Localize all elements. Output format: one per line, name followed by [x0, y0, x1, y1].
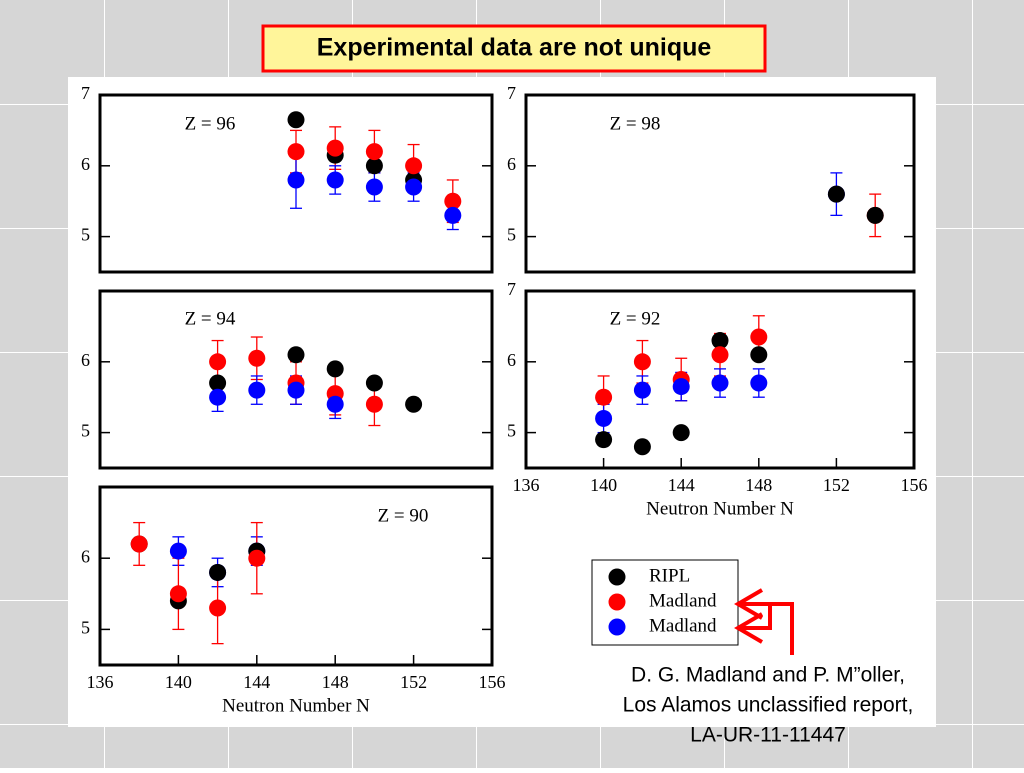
point	[130, 535, 148, 553]
point	[405, 178, 423, 196]
point	[326, 360, 344, 378]
plot-frame	[98, 289, 494, 470]
point	[326, 139, 344, 157]
citation: LA-UR-11-11447	[690, 724, 846, 747]
y-tick-label: 5	[507, 225, 516, 245]
x-tick-label: 156	[479, 672, 506, 692]
point	[287, 143, 305, 161]
point	[595, 431, 613, 449]
plot-frame	[98, 93, 494, 274]
x-tick-label: 144	[243, 672, 270, 692]
x-axis-label: Neutron Number N	[646, 498, 794, 519]
point	[365, 395, 383, 413]
plot-frame	[524, 93, 916, 274]
y-tick-label: 5	[507, 421, 516, 441]
point	[209, 599, 227, 617]
x-tick-label: 156	[901, 475, 928, 495]
point	[633, 438, 651, 456]
point	[750, 328, 768, 346]
point	[672, 378, 690, 396]
x-tick-label: 148	[745, 475, 772, 495]
y-tick-label: 6	[81, 546, 90, 566]
plot-frame	[524, 289, 916, 470]
arrows	[734, 588, 794, 655]
legend-label: Madland	[649, 615, 717, 636]
citation: Los Alamos unclassified report,	[623, 694, 914, 717]
point	[248, 349, 266, 367]
y-tick-label: 6	[507, 154, 516, 174]
y-tick-label: 7	[507, 83, 516, 103]
legend-label: Madland	[649, 590, 717, 611]
x-tick-label: 140	[590, 475, 617, 495]
x-tick-label: 136	[87, 672, 114, 692]
point	[248, 381, 266, 399]
legend-label: RIPL	[649, 565, 690, 586]
y-tick-label: 5	[81, 618, 90, 638]
figure-area	[68, 77, 936, 727]
panel-title: Z = 98	[610, 113, 661, 134]
x-tick-label: 140	[165, 672, 192, 692]
point	[595, 409, 613, 427]
y-tick-label: 6	[507, 350, 516, 370]
x-tick-label: 136	[513, 475, 540, 495]
y-tick-label: 5	[81, 421, 90, 441]
point	[209, 374, 227, 392]
legend-marker	[608, 618, 626, 636]
point	[750, 374, 768, 392]
point	[595, 388, 613, 406]
point	[711, 374, 729, 392]
y-tick-label: 6	[81, 154, 90, 174]
x-axis-label: Neutron Number N	[222, 695, 370, 716]
point	[209, 388, 227, 406]
point	[287, 171, 305, 189]
point	[169, 542, 187, 560]
point	[444, 206, 462, 224]
point	[750, 346, 768, 364]
point	[672, 424, 690, 442]
point	[169, 585, 187, 603]
point	[287, 346, 305, 364]
legend-marker	[608, 593, 626, 611]
y-tick-label: 5	[81, 225, 90, 245]
point	[365, 143, 383, 161]
panel-title: Z = 94	[185, 308, 236, 329]
point	[711, 332, 729, 350]
point	[365, 374, 383, 392]
point	[866, 206, 884, 224]
point	[827, 185, 845, 203]
point	[405, 395, 423, 413]
point	[287, 381, 305, 399]
x-tick-label: 152	[400, 672, 427, 692]
point	[633, 353, 651, 371]
point	[444, 192, 462, 210]
panel-title: Z = 92	[610, 308, 661, 329]
point	[711, 346, 729, 364]
y-tick-label: 7	[507, 279, 516, 299]
point	[365, 178, 383, 196]
point	[287, 111, 305, 129]
point	[326, 171, 344, 189]
plot-frame	[98, 485, 494, 667]
y-tick-label: 7	[81, 83, 90, 103]
x-tick-label: 148	[322, 672, 349, 692]
legend-marker	[608, 568, 626, 586]
point	[209, 563, 227, 581]
point	[326, 395, 344, 413]
point	[633, 381, 651, 399]
point	[209, 353, 227, 371]
panel-title: Z = 90	[378, 505, 429, 526]
slide-title: Experimental data are not unique	[317, 34, 712, 62]
x-tick-label: 144	[668, 475, 695, 495]
point	[365, 157, 383, 175]
panel-title: Z = 96	[185, 113, 236, 134]
citation: D. G. Madland and P. M”oller,	[631, 664, 905, 687]
point	[248, 549, 266, 567]
y-tick-label: 6	[81, 350, 90, 370]
point	[405, 157, 423, 175]
title-box	[261, 24, 767, 73]
x-tick-label: 152	[823, 475, 850, 495]
